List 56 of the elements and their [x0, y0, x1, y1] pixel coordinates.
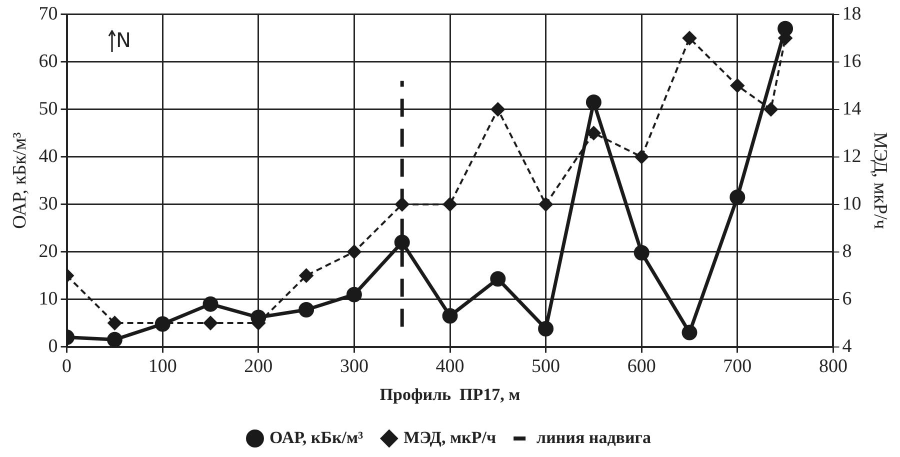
y2-tick-label: 16	[842, 50, 862, 72]
point	[634, 245, 650, 261]
point	[347, 244, 362, 259]
y2-tick-label: 4	[842, 336, 852, 357]
y2-axis-title: МЭД, мкР/ч	[870, 132, 891, 230]
point	[586, 94, 602, 110]
point	[538, 321, 554, 337]
y-tick-label: 10	[38, 288, 58, 310]
x-tick-label: 600	[627, 356, 656, 378]
point	[730, 78, 744, 93]
x-tick-label: 0	[62, 356, 72, 378]
y2-tick-label: 14	[842, 98, 862, 120]
x-tick-label: 100	[148, 356, 177, 378]
point	[634, 150, 649, 164]
x-tick-label: 800	[818, 356, 848, 378]
y-tick-label: 70	[38, 3, 58, 24]
point	[299, 268, 314, 283]
legend-label: ОАР, кБк/м³	[269, 428, 364, 447]
y-tick-label: 20	[38, 240, 58, 262]
x-tick-label: 200	[244, 356, 273, 378]
y-tick-label: 50	[38, 98, 58, 120]
y2-tick-label: 12	[842, 146, 862, 167]
y2-tick-label: 10	[842, 193, 862, 214]
y2-tick-label: 18	[842, 3, 862, 24]
point	[394, 234, 410, 250]
annotation: N	[116, 28, 131, 52]
y-tick-label: 60	[38, 50, 58, 72]
point	[106, 332, 122, 347]
y-tick-label: 40	[38, 146, 58, 167]
x-tick-label: 300	[340, 356, 368, 378]
point	[490, 102, 505, 116]
legend-label: МЭД, мкР/ч	[404, 428, 496, 447]
y2-tick-label: 8	[842, 240, 852, 262]
point	[730, 189, 746, 205]
point	[298, 302, 314, 318]
y-axis-title: ОАР, кБк/м³	[9, 132, 30, 229]
point	[108, 316, 122, 330]
x-tick-label: 700	[723, 356, 752, 378]
y-tick-label: 30	[38, 193, 58, 214]
point	[346, 286, 362, 302]
point	[204, 316, 218, 330]
y-tick-label: 0	[48, 336, 58, 357]
point	[202, 296, 218, 312]
y2-tick-label: 6	[842, 288, 852, 310]
x-tick-label: 500	[532, 356, 560, 378]
x-axis-title: Профиль ПР17, м	[380, 385, 521, 404]
point	[682, 31, 696, 46]
legend-label: линия надвига	[536, 428, 652, 447]
point	[490, 271, 506, 287]
x-tick-label: 400	[436, 356, 464, 378]
point	[538, 197, 553, 212]
point	[764, 102, 778, 116]
point	[682, 324, 698, 340]
point	[442, 308, 458, 324]
point	[586, 126, 601, 140]
point	[443, 197, 457, 212]
